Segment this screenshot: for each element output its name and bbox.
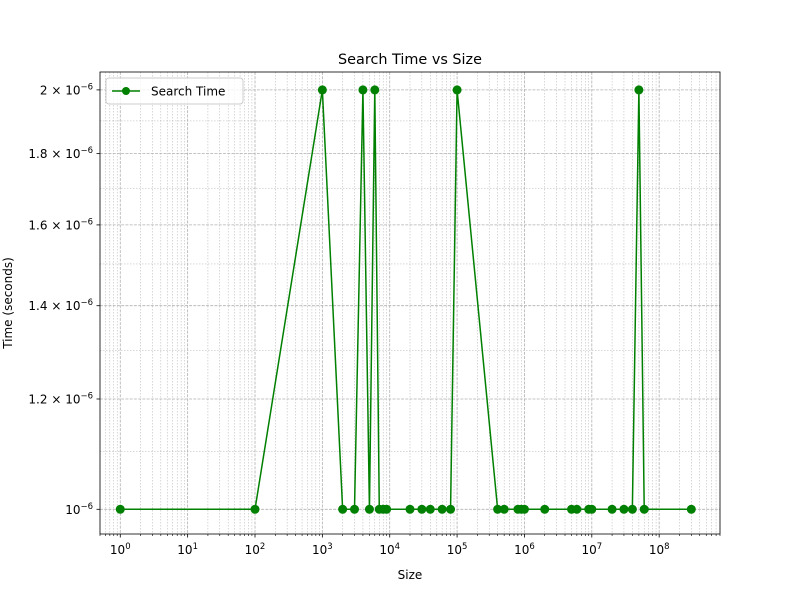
data-point [364,504,374,514]
data-point [405,504,415,514]
x-tick-label: 100 [110,542,131,557]
data-point [115,504,125,514]
legend-label: Search Time [151,85,225,99]
data-point [250,504,260,514]
x-tick-label: 103 [312,542,333,557]
x-axis-label: Size [398,568,423,582]
data-point [540,504,550,514]
data-point [452,85,462,95]
data-point [382,504,392,514]
y-tick-label: 1.2 × 10−6 [28,391,93,406]
series-marker-layer [115,85,696,514]
data-point [358,85,368,95]
data-point [417,504,427,514]
data-point [519,504,529,514]
x-tick-label: 108 [649,542,670,557]
y-tick-label: 10−6 [65,502,93,517]
data-point [350,504,360,514]
x-tick-label: 102 [245,542,266,557]
data-point [627,504,637,514]
data-point [619,504,629,514]
x-tick-label: 105 [447,542,468,557]
data-point [572,504,582,514]
data-point [338,504,348,514]
chart-title: Search Time vs Size [338,52,482,68]
data-point [425,504,435,514]
x-tick-label: 101 [177,542,198,557]
data-point [317,85,327,95]
data-point [639,504,649,514]
data-point [686,504,696,514]
y-axis: 10−6 1.2 × 10−6 1.4 × 10−6 1.6 × 10−6 1.8 × … [28,82,100,517]
x-tick-label: 106 [514,542,535,557]
legend-box [105,77,244,105]
data-point [370,85,380,95]
y-tick-label: 1.6 × 10−6 [28,217,93,232]
data-point [493,504,503,514]
x-tick-label: 104 [379,542,400,557]
y-tick-label: 1.8 × 10−6 [28,146,93,161]
y-axis-label: Time (seconds) [1,257,15,350]
legend-marker-swatch [122,87,130,95]
data-point [499,504,509,514]
x-tick-label: 107 [581,542,602,557]
legend: Search Time [105,77,244,105]
data-point [446,504,456,514]
y-tick-label: 1.4 × 10−6 [28,298,93,313]
x-axis: 100 101 102 103 104 105 106 107 108 [99,534,721,557]
data-point [437,504,447,514]
data-point [634,85,644,95]
data-point [607,504,617,514]
data-point [587,504,597,514]
y-tick-label: 2 × 10−6 [40,82,93,97]
